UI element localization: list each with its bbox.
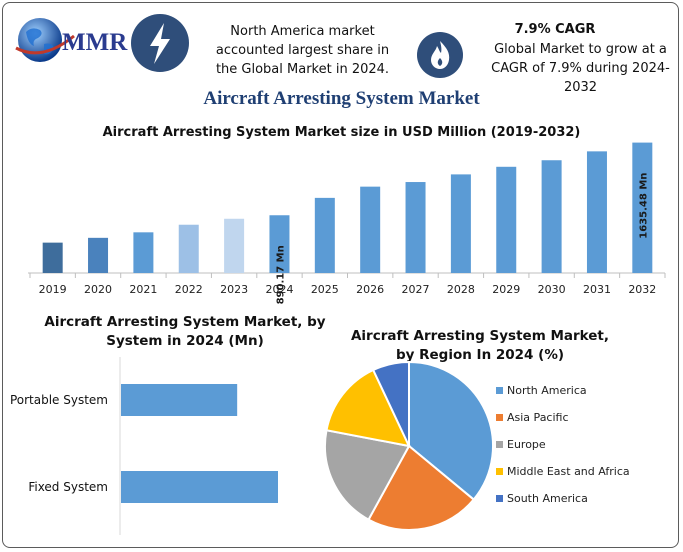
x-tick-label: 2019 — [39, 283, 67, 296]
x-tick-label: 2024 — [265, 283, 293, 296]
y-tick-label: Portable System — [10, 393, 108, 407]
x-tick-label: 2025 — [311, 283, 339, 296]
hbar-chart-title: Aircraft Arresting System Market, by Sys… — [44, 314, 326, 349]
bar — [224, 218, 245, 273]
bar — [586, 151, 607, 273]
bar-chart-title: Aircraft Arresting System Market size in… — [102, 125, 581, 140]
x-tick-label: 2032 — [628, 283, 656, 296]
bar-data-label: 1635.48 Mn — [638, 173, 649, 239]
bar — [450, 174, 471, 273]
bar-data-label: 890.17 Mn — [275, 245, 286, 304]
x-tick-label: 2030 — [538, 283, 566, 296]
legend-swatch — [496, 387, 503, 394]
x-tick-label: 2020 — [84, 283, 112, 296]
legend-label: South America — [507, 492, 588, 505]
lightning-circle — [131, 14, 189, 72]
bar — [133, 232, 154, 273]
x-tick-label: 2026 — [356, 283, 384, 296]
bar — [632, 142, 653, 273]
main-title: Aircraft Arresting System Market — [203, 88, 480, 109]
hbar — [121, 384, 238, 416]
legend-swatch — [496, 495, 503, 502]
bar — [178, 224, 199, 273]
bar — [360, 186, 381, 273]
mmr-logo: MMR — [12, 14, 128, 66]
legend-label: Asia Pacific — [507, 411, 569, 424]
bar — [42, 242, 63, 273]
lightning-icon — [150, 23, 170, 64]
bar — [269, 215, 290, 273]
x-tick-label: 2022 — [175, 283, 203, 296]
info-cagr-text: Global Market to grow at a CAGR of 7.9% … — [491, 42, 670, 95]
logo-text: MMR — [62, 29, 128, 56]
x-tick-label: 2028 — [447, 283, 475, 296]
legend-label: Europe — [507, 438, 546, 451]
y-tick-label: Fixed System — [28, 480, 108, 494]
legend-swatch — [496, 441, 503, 448]
x-tick-label: 2023 — [220, 283, 248, 296]
info-north-america: North America market accounted largest s… — [215, 24, 390, 77]
x-tick-label: 2031 — [583, 283, 611, 296]
pie-slice — [367, 444, 476, 531]
x-tick-label: 2029 — [492, 283, 520, 296]
bar — [541, 160, 562, 273]
legend-label: Middle East and Africa — [507, 465, 630, 478]
bar — [405, 182, 426, 273]
flame-circle — [417, 32, 463, 78]
pie-slice — [408, 360, 494, 501]
x-tick-label: 2027 — [402, 283, 430, 296]
info-cagr-title: 7.9% CAGR — [514, 22, 596, 37]
pie-slice — [371, 360, 410, 447]
pie-slice — [325, 368, 411, 448]
hbar — [121, 471, 278, 503]
pie-chart-title: Aircraft Arresting System Market, by Reg… — [350, 328, 610, 363]
bar — [88, 237, 109, 273]
pie-slice — [324, 429, 411, 521]
bar — [496, 166, 517, 273]
x-tick-label: 2021 — [129, 283, 157, 296]
legend-swatch — [496, 414, 503, 421]
flame-icon — [431, 41, 450, 69]
globe-icon — [15, 18, 75, 62]
legend-label: North America — [507, 384, 587, 397]
bar — [314, 197, 335, 273]
legend-swatch — [496, 468, 503, 475]
